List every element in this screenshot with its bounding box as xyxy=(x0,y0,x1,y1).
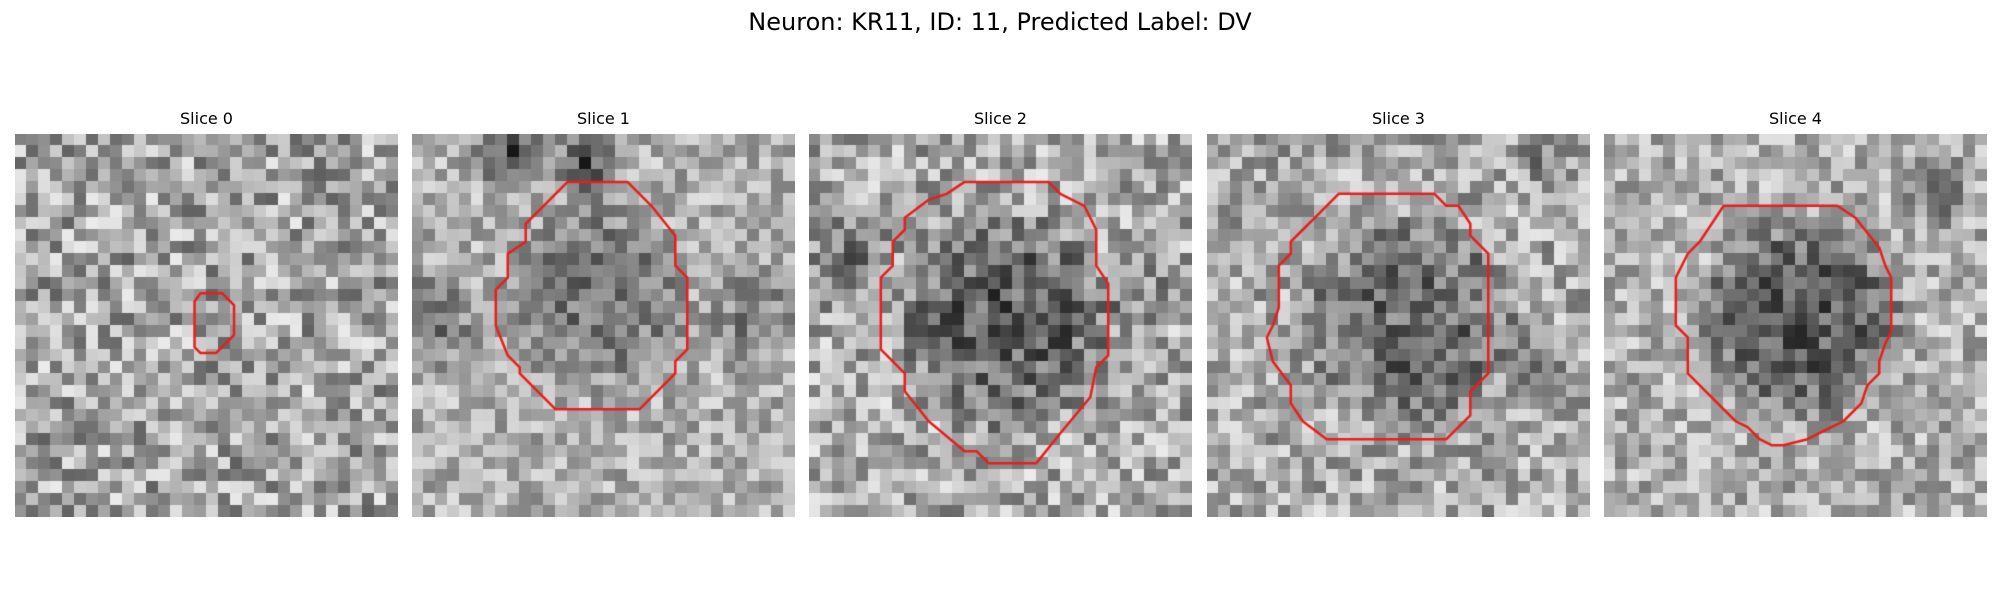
slice-panel-4: Slice 4 xyxy=(1604,108,1987,517)
slice-title-3: Slice 3 xyxy=(1207,108,1590,130)
figure-title: Neuron: KR11, ID: 11, Predicted Label: D… xyxy=(0,6,2000,38)
slice-image-3 xyxy=(1207,134,1590,517)
slice-title-0: Slice 0 xyxy=(15,108,398,130)
slice-panel-3: Slice 3 xyxy=(1207,108,1590,517)
slice-title-4: Slice 4 xyxy=(1604,108,1987,130)
slice-title-2: Slice 2 xyxy=(809,108,1192,130)
slice-panel-0: Slice 0 xyxy=(15,108,398,517)
slice-image-0 xyxy=(15,134,398,517)
slice-image-2 xyxy=(809,134,1192,517)
slice-image-1 xyxy=(412,134,795,517)
slice-image-4 xyxy=(1604,134,1987,517)
slice-panel-2: Slice 2 xyxy=(809,108,1192,517)
slice-title-1: Slice 1 xyxy=(412,108,795,130)
slice-panel-1: Slice 1 xyxy=(412,108,795,517)
